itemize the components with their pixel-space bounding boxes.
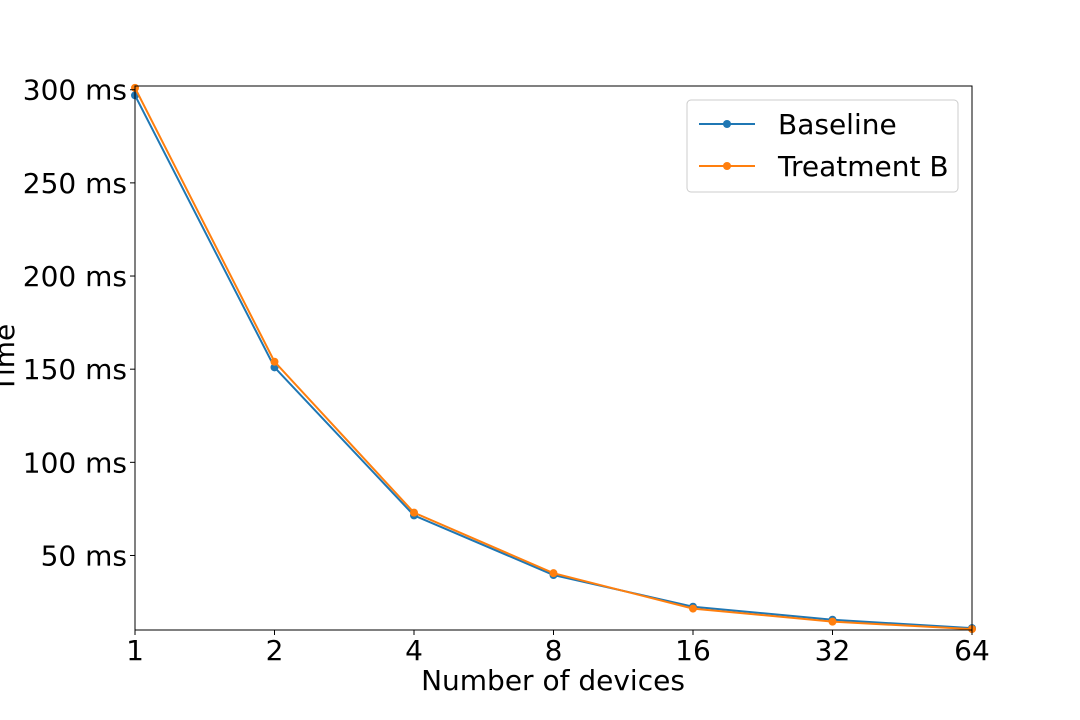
data-point	[410, 508, 418, 517]
x-tick-label: 8	[545, 634, 563, 667]
data-point	[549, 569, 558, 578]
x-tick-label: 1	[126, 634, 144, 667]
legend: Baseline Treatment B	[686, 99, 959, 193]
x-axis-label: Number of devices	[421, 664, 685, 697]
series-layer	[131, 83, 976, 634]
y-axis-label: Time	[0, 324, 21, 394]
legend-entry-label: Treatment B	[777, 150, 949, 183]
legend-swatch-marker	[723, 120, 731, 128]
legend-entry-label: Baseline	[778, 108, 897, 141]
y-tick-label: 250 ms	[23, 167, 127, 200]
y-tick-label: 100 ms	[23, 446, 127, 479]
y-tick-label: 150 ms	[23, 353, 127, 386]
legend-swatch-marker	[723, 162, 731, 170]
y-tick-label: 200 ms	[23, 260, 127, 293]
x-tick-label: 4	[405, 634, 423, 667]
x-tick-label: 2	[266, 634, 284, 667]
data-point	[689, 604, 697, 613]
data-point	[828, 617, 837, 626]
y-tick-label: 300 ms	[23, 74, 127, 107]
x-tick-label: 32	[815, 634, 851, 667]
x-tick-label: 64	[954, 634, 990, 667]
x-tick-label: 16	[675, 634, 711, 667]
y-axis-ticks: 50 ms 100 ms 150 ms 200 ms 250 ms 300 ms	[23, 74, 135, 572]
x-axis-ticks: 1 2 4 8 16 32 64	[126, 630, 990, 667]
y-tick-label: 50 ms	[41, 539, 127, 572]
data-point	[270, 357, 279, 366]
